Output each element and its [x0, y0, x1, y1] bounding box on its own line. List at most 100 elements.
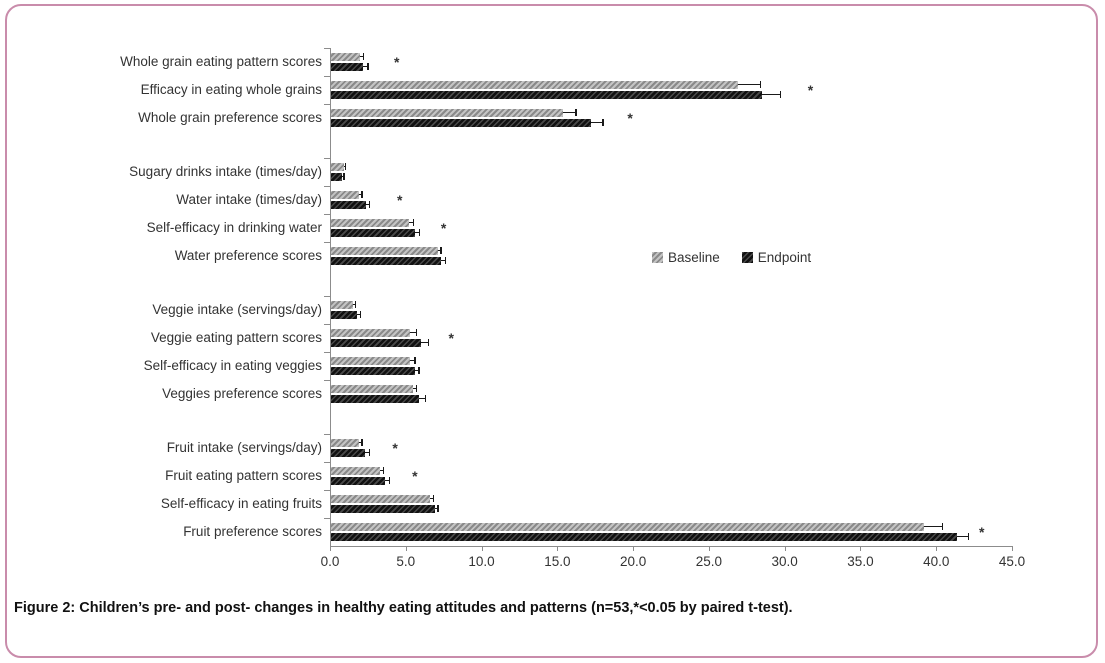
legend-label-baseline: Baseline — [668, 250, 720, 265]
x-axis-tick — [1012, 546, 1013, 551]
bar-pair — [324, 242, 1012, 270]
bar-pair: * — [324, 434, 1012, 462]
baseline-error-bar — [410, 329, 418, 337]
baseline-error-bar — [924, 523, 944, 531]
endpoint-error-bar — [761, 91, 782, 99]
bar-pair: * — [324, 462, 1012, 490]
category-label: Whole grain preference scores — [138, 110, 322, 125]
category-group: Whole grain eating pattern scores * Effica… — [8, 48, 1012, 132]
endpoint-error-bar — [420, 339, 430, 347]
chart-row: Veggie intake (servings/day) — [8, 296, 1012, 324]
category-label: Fruit intake (servings/day) — [166, 440, 322, 455]
x-axis-tick — [557, 546, 559, 551]
category-label: Efficacy in eating whole grains — [140, 82, 322, 97]
baseline-bar — [330, 385, 414, 393]
category-label: Water intake (times/day) — [176, 192, 322, 207]
category-label: Veggie eating pattern scores — [150, 330, 322, 345]
x-tick-label: 10.0 — [468, 554, 495, 569]
endpoint-error-bar — [590, 119, 604, 127]
baseline-bar — [330, 467, 380, 475]
endpoint-bar — [330, 229, 415, 237]
legend: Baseline Endpoint — [652, 250, 811, 265]
significance-asterisk: * — [393, 54, 400, 70]
x-tick-label: 45.0 — [998, 554, 1026, 569]
endpoint-error-bar — [357, 311, 362, 319]
endpoint-bar — [330, 367, 415, 375]
x-tick-label: 0.0 — [320, 554, 340, 569]
chart-row: Self-efficacy in eating fruits — [8, 490, 1012, 518]
x-axis-tick — [330, 546, 331, 551]
x-axis: 0.0 5.0 10.0 15.0 20.0 25.0 30.0 35.0 40.0 45.0 — [321, 546, 1025, 572]
baseline-bar — [330, 109, 564, 117]
baseline-error-bar — [410, 357, 416, 365]
legend-label-endpoint: Endpoint — [757, 250, 812, 265]
legend-item-endpoint: Endpoint — [741, 250, 812, 265]
baseline-error-bar — [358, 191, 363, 199]
chart-row: Whole grain eating pattern scores * — [8, 48, 1012, 76]
chart-row: Fruit intake (servings/day) * — [8, 434, 1012, 462]
baseline-bar — [330, 163, 344, 171]
bar-pair: * — [324, 518, 1012, 546]
endpoint-swatch-icon — [741, 252, 753, 263]
baseline-swatch-icon — [652, 252, 663, 263]
bar-pair — [324, 296, 1012, 324]
x-axis-tick — [708, 546, 710, 551]
baseline-error-bar — [413, 385, 418, 393]
endpoint-bar — [330, 63, 364, 71]
baseline-bar — [330, 191, 359, 199]
endpoint-bar — [330, 477, 385, 485]
category-label: Fruit eating pattern scores — [165, 468, 322, 483]
endpoint-error-bar — [384, 477, 390, 485]
baseline-error-bar — [737, 81, 762, 89]
plot-area: Whole grain eating pattern scores * Effica… — [8, 48, 1012, 546]
baseline-bar — [330, 495, 431, 503]
chart-row: Fruit eating pattern scores * — [8, 462, 1012, 490]
bar-chart: Whole grain eating pattern scores * Effica… — [8, 48, 1025, 572]
category-label: Self-efficacy in drinking water — [146, 220, 322, 235]
baseline-bar — [330, 219, 409, 227]
x-tick-label: 30.0 — [771, 554, 798, 569]
category-label: Veggies preference scores — [162, 386, 322, 401]
x-axis-tick — [860, 546, 862, 551]
baseline-bar — [330, 439, 359, 447]
endpoint-bar — [330, 91, 762, 99]
significance-asterisk: * — [396, 192, 403, 208]
chart-row: Water intake (times/day) * — [8, 186, 1012, 214]
figure-caption: Figure 2: Children’s pre- and post- chan… — [14, 600, 793, 616]
endpoint-error-bar — [414, 367, 420, 375]
category-label: Fruit preference scores — [183, 524, 322, 539]
category-label: Self-efficacy in eating fruits — [160, 496, 322, 511]
x-axis-line — [330, 546, 1012, 547]
chart-row: Whole grain preference scores * — [8, 104, 1012, 132]
endpoint-error-bar — [366, 201, 371, 209]
chart-row: Sugary drinks intake (times/day) — [8, 158, 1012, 186]
x-axis-tick — [481, 546, 483, 551]
bar-pair: * — [324, 324, 1012, 352]
legend-item-baseline: Baseline — [652, 250, 720, 265]
significance-asterisk: * — [807, 82, 814, 98]
chart-row: Water preference scores — [8, 242, 1012, 270]
x-axis-tick — [633, 546, 635, 551]
endpoint-bar — [330, 449, 365, 457]
endpoint-bar — [330, 173, 343, 181]
x-tick-label: 40.0 — [923, 554, 950, 569]
baseline-error-bar — [563, 109, 577, 117]
bar-pair: * — [324, 186, 1012, 214]
bar-pair — [324, 380, 1012, 408]
category-label: Sugary drinks intake (times/day) — [129, 164, 322, 179]
x-tick-label: 20.0 — [619, 554, 647, 569]
baseline-error-bar — [430, 495, 435, 503]
bar-pair — [324, 352, 1012, 380]
endpoint-bar — [330, 505, 435, 513]
bar-pair: * — [324, 214, 1012, 242]
category-label: Self-efficacy in eating veggies — [143, 358, 322, 373]
endpoint-error-bar — [364, 449, 370, 457]
baseline-bar — [330, 301, 353, 309]
baseline-bar — [330, 53, 361, 61]
significance-asterisk: * — [627, 110, 633, 126]
endpoint-error-bar — [440, 257, 446, 265]
baseline-bar — [330, 329, 411, 337]
significance-asterisk: * — [392, 440, 398, 456]
baseline-error-bar — [408, 219, 414, 227]
baseline-error-bar — [380, 467, 385, 475]
